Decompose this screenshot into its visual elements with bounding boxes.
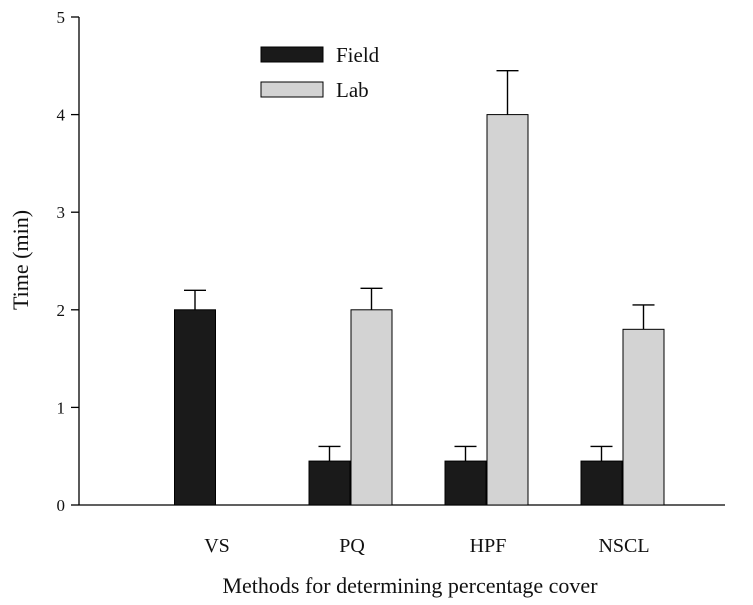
error-bars-group [184,69,655,462]
bar-field [444,460,487,506]
bar-field [580,460,623,506]
x-tick-label: PQ [339,535,365,557]
legend-label-field: Field [336,43,380,67]
y-tick-label: 2 [57,301,66,320]
x-tick-label: VS [204,535,230,557]
y-tick-label: 3 [57,203,66,222]
y-tick-label: 4 [57,106,66,125]
y-axis: 0 1 2 3 4 5 [57,8,80,515]
legend-swatch-field [260,46,324,63]
y-tick-label: 5 [57,8,66,27]
bars-group [174,114,665,506]
legend-swatch-lab [260,81,324,98]
bar-field [308,460,351,506]
x-tick-label: HPF [470,535,507,557]
y-tick-label: 1 [57,398,66,417]
bar-lab [622,328,665,506]
bar-field [174,309,216,506]
x-tick-label: NSCL [598,535,649,557]
y-tick-label: 0 [57,496,66,515]
bar-lab [486,114,529,506]
bar-lab [350,309,393,506]
legend: Field Lab [260,43,380,102]
legend-label-lab: Lab [336,78,369,102]
y-axis-title: Time (min) [8,210,33,310]
x-axis: VS PQ HPF NSCL [79,504,725,557]
x-axis-title: Methods for determining percentage cover [222,573,598,598]
